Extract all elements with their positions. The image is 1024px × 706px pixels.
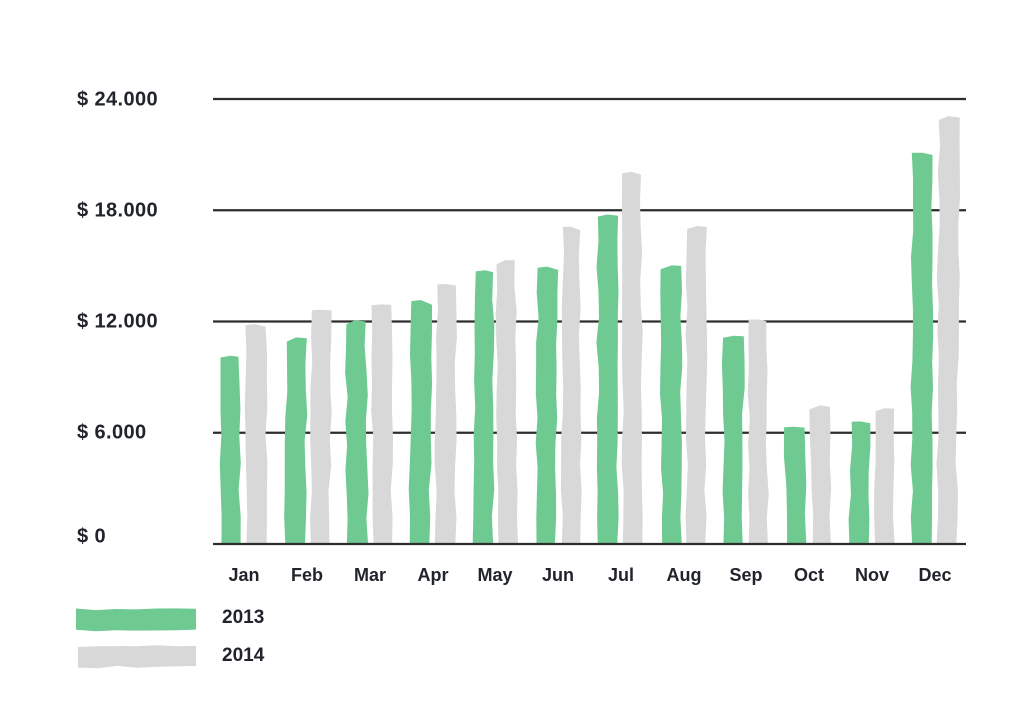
month-label-nov: Nov — [854, 565, 890, 585]
month-label-sep: Sep — [729, 565, 763, 585]
bar-2014-nov — [874, 408, 895, 543]
bar-2013-jul — [596, 214, 619, 543]
bar-2013-apr — [408, 300, 433, 543]
month-label-dec: Dec — [918, 565, 952, 585]
y-tick-label-18000: $ 18.000 — [77, 199, 159, 222]
bar-2014-feb — [310, 309, 332, 543]
y-tick-label-12000: $ 12.000 — [77, 310, 159, 333]
bar-2013-may — [472, 270, 495, 543]
bar-2014-apr — [434, 284, 457, 543]
bar-2013-feb — [284, 337, 308, 543]
month-label-jul: Jul — [607, 565, 635, 585]
legend-swatch-2013 — [76, 608, 196, 632]
legend-label-2013: 2013 — [222, 607, 265, 628]
month-label-aug: Aug — [666, 565, 702, 585]
y-tick-label-24000: $ 24.000 — [77, 88, 159, 111]
bar-2013-mar — [345, 320, 369, 543]
month-label-jun: Jun — [541, 565, 575, 585]
bar-2014-mar — [371, 304, 393, 543]
month-label-feb: Feb — [290, 565, 324, 585]
month-label-may: May — [477, 565, 513, 585]
bar-2014-may — [495, 260, 518, 543]
bar-2014-jan — [244, 324, 268, 543]
legend-label-2014: 2014 — [222, 645, 265, 666]
bar-2013-dec — [910, 152, 934, 543]
bar-2014-jul — [621, 171, 643, 543]
y-tick-label-6000: $ 6.000 — [77, 421, 147, 444]
bar-2013-jan — [219, 355, 241, 543]
bar-2014-oct — [809, 405, 832, 543]
month-label-oct: Oct — [793, 565, 825, 585]
bar-2013-nov — [848, 421, 871, 543]
bar-2014-aug — [685, 226, 708, 543]
bar-2013-jun — [535, 266, 559, 543]
month-label-jan: Jan — [228, 565, 260, 585]
bar-2013-sep — [721, 335, 745, 543]
bar-2014-dec — [936, 116, 960, 543]
bar-2014-sep — [747, 319, 769, 543]
month-label-apr: Apr — [417, 565, 449, 585]
bar-2013-aug — [660, 265, 683, 543]
y-tick-label-0: $ 0 — [77, 525, 107, 548]
month-label-mar: Mar — [353, 565, 387, 585]
bar-2014-jun — [560, 226, 582, 543]
bar-2013-oct — [783, 426, 807, 543]
legend-swatch-2014 — [78, 645, 196, 669]
